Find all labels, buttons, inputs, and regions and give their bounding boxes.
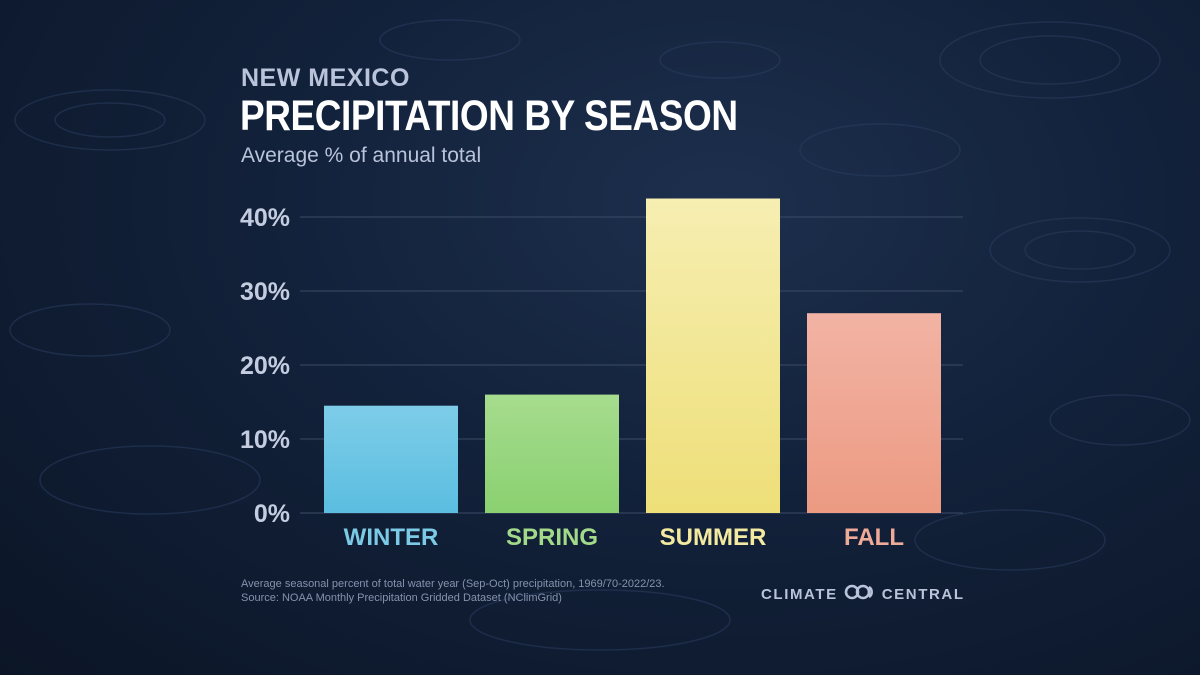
y-tick-label: 40% [240, 204, 290, 232]
category-label-fall: FALL [844, 524, 904, 551]
brand-logo: CLIMATE CENTRAL [761, 584, 965, 604]
climate-central-logo-icon [844, 584, 876, 604]
footnote-method: Average seasonal percent of total water … [241, 578, 665, 590]
chart-subtitle: Average % of annual total [241, 144, 482, 167]
footnote-source: Source: NOAA Monthly Precipitation Gridd… [241, 592, 562, 604]
y-tick-label: 20% [240, 352, 290, 380]
bar-fall [807, 313, 941, 513]
chart-eyebrow: NEW MEXICO [241, 64, 410, 92]
category-label-summer: SUMMER [660, 524, 767, 551]
brand-word-central: CENTRAL [881, 585, 965, 603]
x-axis-categories: WINTER SPRING SUMMER FALL [344, 524, 904, 551]
bars [324, 198, 941, 513]
chart-title: PRECIPITATION BY SEASON [240, 92, 738, 140]
y-tick-label: 10% [240, 426, 290, 454]
bar-winter [324, 405, 458, 513]
category-label-winter: WINTER [344, 524, 439, 551]
y-axis-ticks: 0% 10% 20% 30% 40% [240, 204, 290, 528]
category-label-spring: SPRING [506, 524, 598, 551]
brand-word-climate: CLIMATE [761, 585, 838, 603]
y-tick-label: 30% [240, 278, 290, 306]
bar-spring [485, 394, 619, 513]
bar-summer [646, 198, 780, 513]
footnote: Average seasonal percent of total water … [241, 577, 665, 605]
y-tick-label: 0% [254, 500, 290, 528]
